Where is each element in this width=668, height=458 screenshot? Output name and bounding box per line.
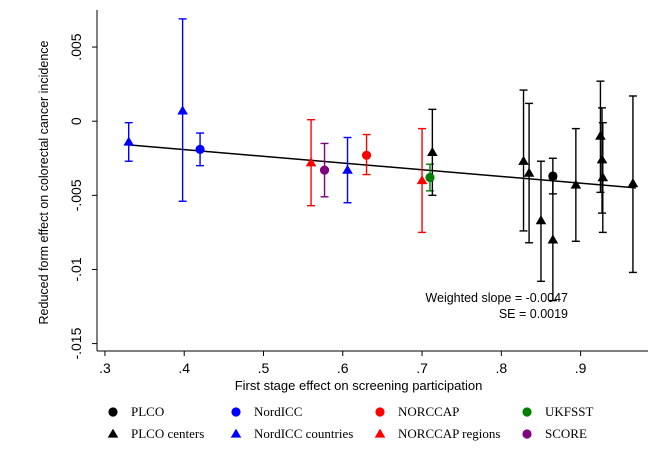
plot-area: .005 0 -.005 -.01 -.015 .3 .4 .5 .6 .7 .8 .9: [68, 10, 648, 376]
legend-marker: [522, 429, 532, 439]
legend-label: NORCCAP regions: [398, 426, 500, 441]
legend-item: UKFSST: [522, 404, 593, 419]
se-annotation: SE = 0.0019: [499, 307, 568, 321]
legend-label: SCORE: [545, 426, 587, 441]
data-point: [547, 234, 559, 244]
data-point: [427, 146, 438, 157]
legend-label: NordICC countries: [254, 426, 353, 441]
legend-item: NORCCAP: [375, 404, 459, 419]
x-axis-ticks: .3 .4 .5 .6 .7 .8 .9: [99, 351, 587, 376]
legend-marker: [522, 407, 532, 417]
data-point: [596, 154, 608, 164]
x-tick-label: .6: [337, 360, 349, 376]
x-tick-label: .5: [258, 360, 270, 376]
y-axis-ticks: .005 0 -.005 -.01 -.015: [68, 33, 97, 360]
data-point: [570, 179, 582, 189]
legend-label: UKFSST: [545, 404, 593, 419]
legend-item: SCORE: [522, 426, 587, 441]
legend-marker: [108, 407, 118, 417]
y-tick-label: -.01: [68, 257, 84, 281]
y-tick-label: -.015: [68, 327, 84, 359]
x-tick-label: .3: [99, 360, 111, 376]
legend-label: NordICC: [254, 404, 302, 419]
legend-item: NORCCAP regions: [374, 426, 500, 441]
legend-marker: [375, 407, 385, 417]
data-point: [535, 215, 547, 225]
data-point: [425, 172, 435, 183]
y-tick-label: 0: [68, 117, 84, 125]
data-point: [627, 178, 639, 188]
legend-label: PLCO: [131, 404, 164, 419]
legend-item: NordICC: [231, 404, 302, 419]
x-tick-label: .8: [495, 360, 507, 376]
x-tick-label: .4: [178, 360, 190, 376]
fit-line: [128, 144, 637, 189]
data-point: [177, 105, 188, 115]
data-point: [305, 157, 317, 167]
slope-annotation: Weighted slope = -0.0047: [425, 291, 568, 305]
error-bars: [124, 18, 637, 302]
data-point: [195, 144, 205, 154]
y-tick-label: -.005: [68, 179, 84, 211]
data-point: [523, 167, 535, 177]
data-markers: [123, 105, 639, 244]
x-tick-label: .9: [575, 360, 587, 376]
legend-label: NORCCAP: [398, 404, 459, 419]
legend-marker: [230, 428, 242, 438]
fit-line-group: [128, 144, 637, 189]
data-point: [416, 175, 428, 185]
data-point: [548, 171, 558, 181]
data-point: [123, 136, 135, 146]
x-axis-label: First stage effect on screening particip…: [235, 378, 483, 393]
legend-marker: [107, 428, 119, 438]
legend-item: PLCO centers: [107, 426, 204, 441]
data-point: [518, 155, 529, 165]
legend-item: NordICC countries: [230, 426, 353, 441]
legend-marker: [231, 407, 241, 417]
legend: PLCO NordICC NORCCAP UKFSST PLCO centers Nord…: [107, 404, 593, 441]
legend-marker: [374, 428, 386, 438]
data-point: [361, 150, 372, 160]
legend-item: PLCO: [108, 404, 164, 419]
x-tick-label: .7: [416, 360, 428, 376]
data-point: [597, 172, 609, 182]
legend-label: PLCO centers: [131, 426, 204, 441]
data-point: [342, 164, 353, 174]
data-point: [595, 130, 606, 140]
y-tick-label: .005: [68, 33, 84, 60]
data-point: [319, 165, 330, 175]
y-axis-label: Reduced form effect on colorectal cancer…: [37, 40, 51, 324]
